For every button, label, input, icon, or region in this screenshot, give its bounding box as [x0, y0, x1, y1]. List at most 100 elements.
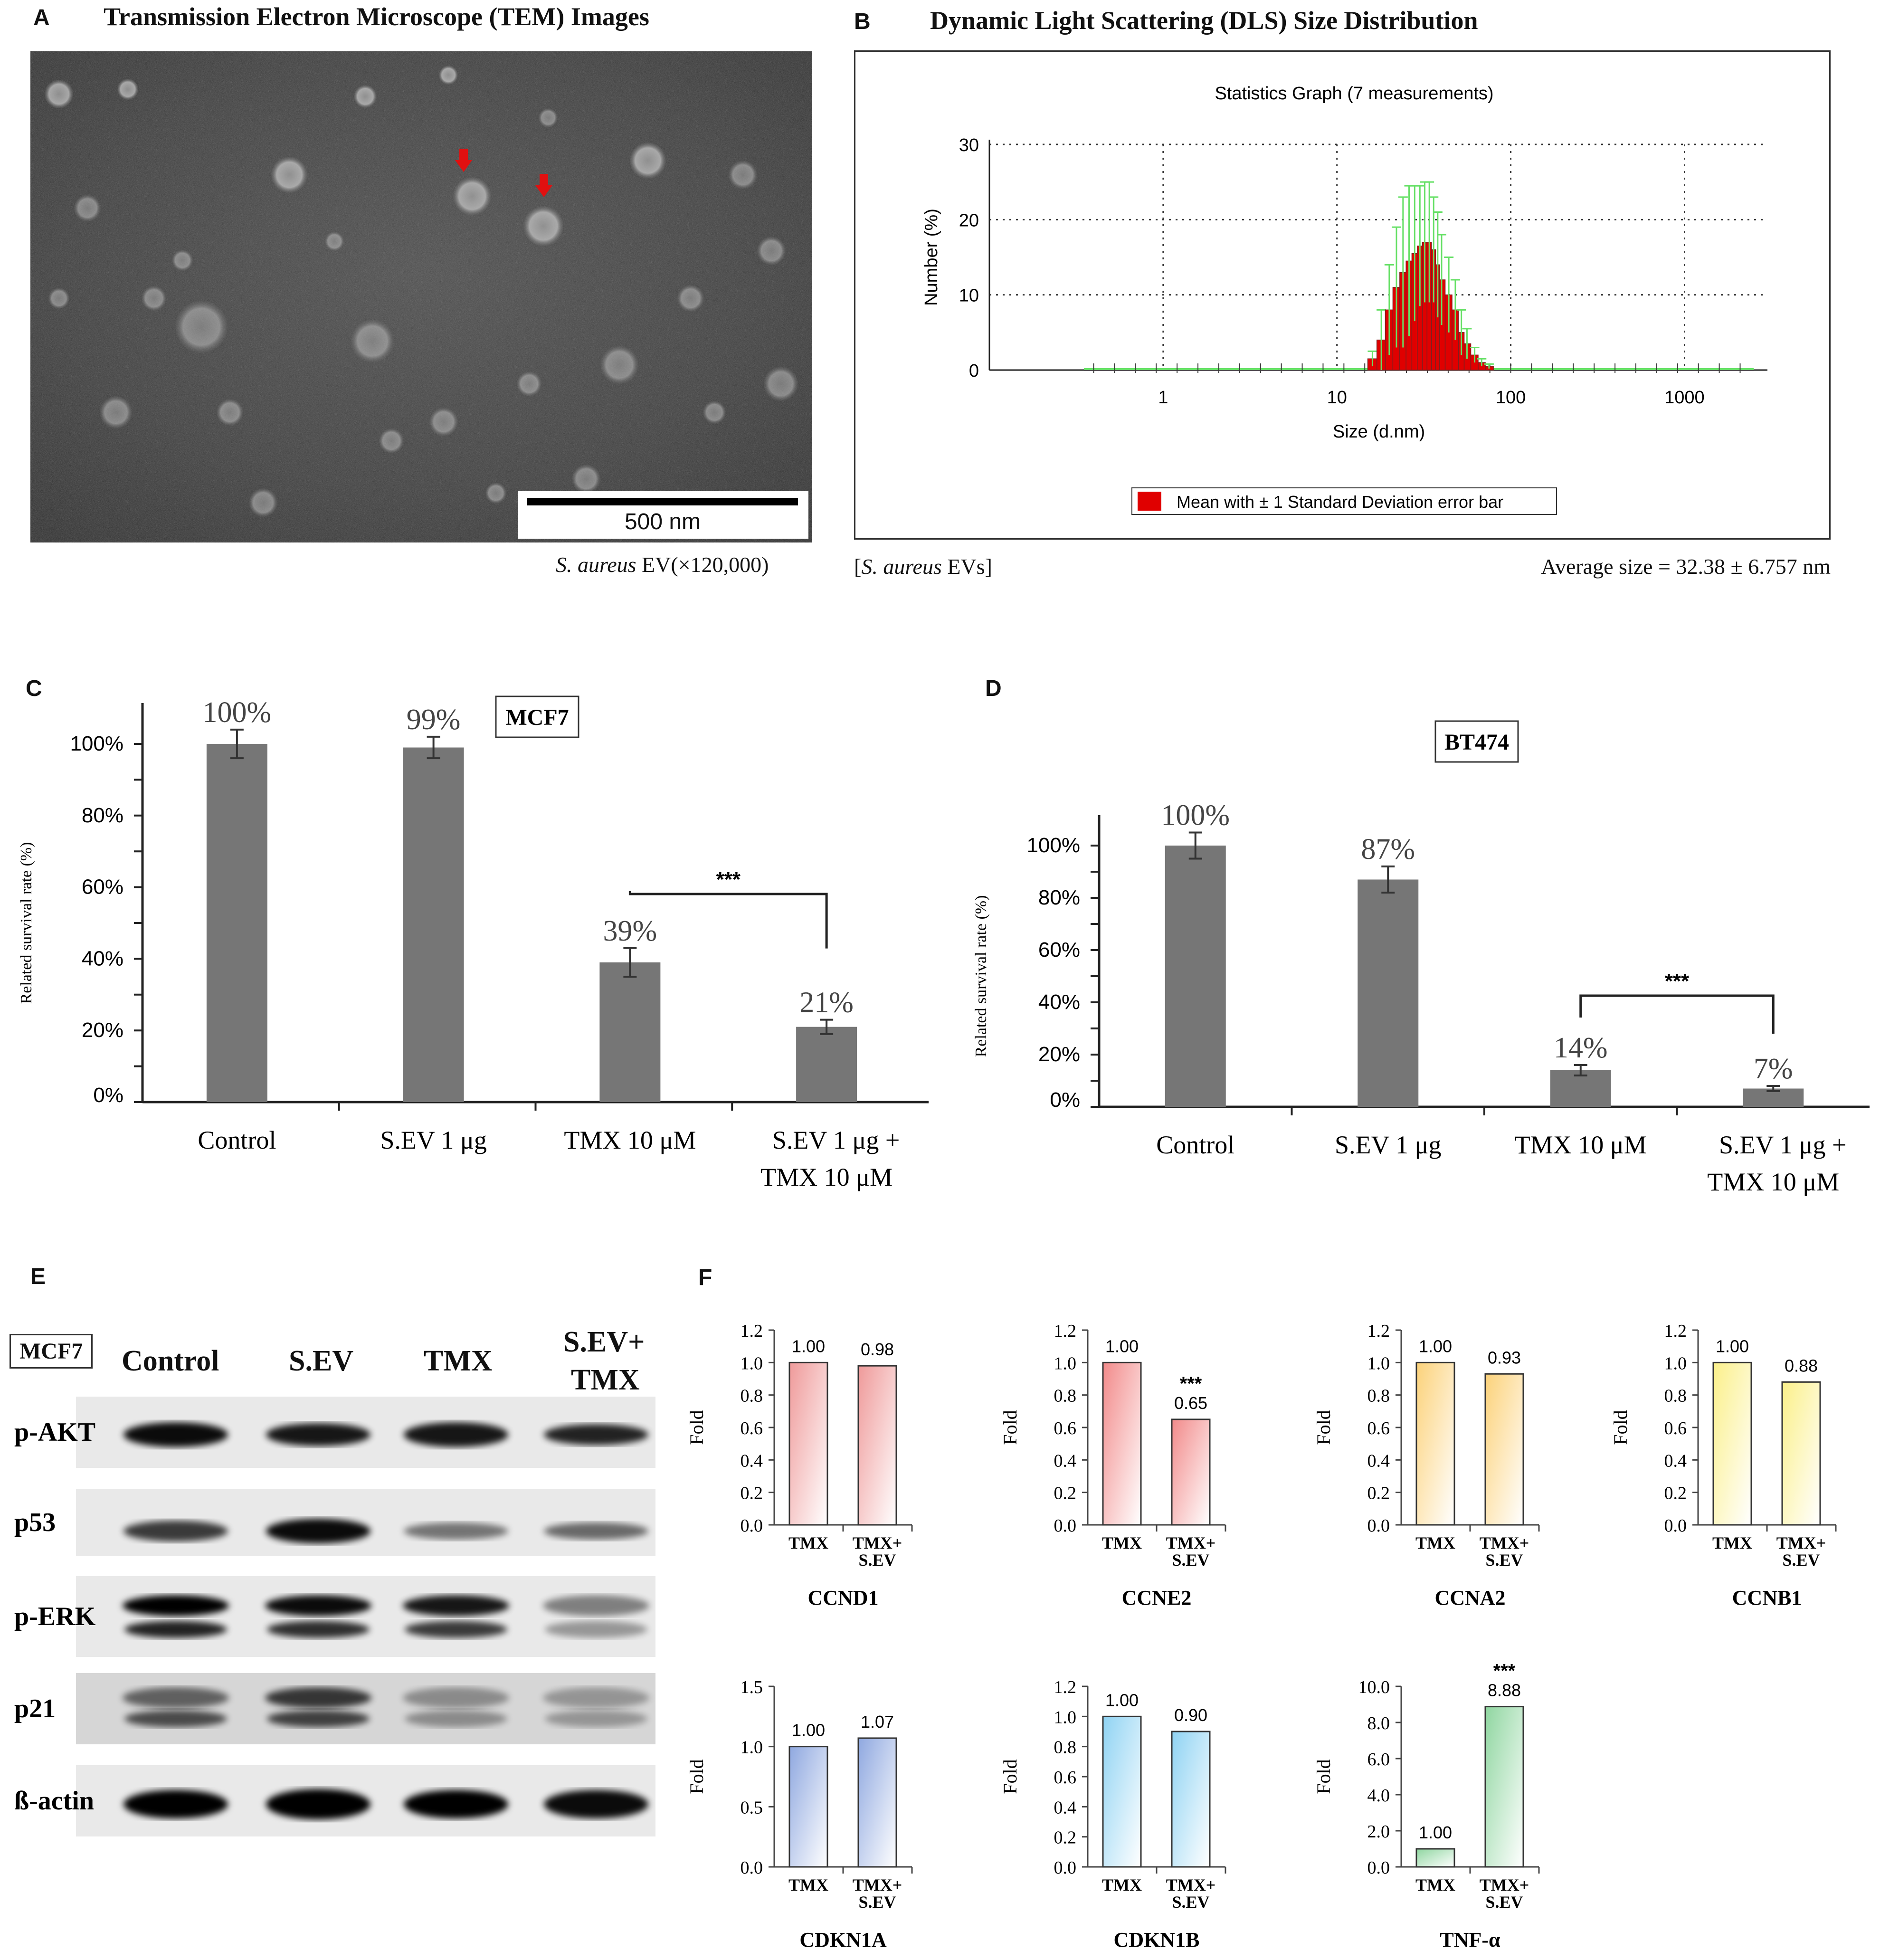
y-tick-label: 20%	[1038, 1043, 1080, 1066]
fold-chart-ccna2: 0.0 0.2 0.4 0.6 0.8 1.0 1.2 Fold 1.00 TMX 0.93 TMX+…	[1313, 1321, 1540, 1609]
vesicle	[271, 157, 307, 193]
fold-ylabel: Fold	[686, 1410, 707, 1445]
dls-title: Statistics Graph (7 measurements)	[1215, 84, 1493, 104]
y-tick-label: 6.0	[1367, 1750, 1390, 1770]
gene-title: CCNB1	[1732, 1586, 1802, 1609]
mcf7-survival-chart: MCF7 0% 20% 40% 60% 80% 100% Related survival r…	[18, 695, 929, 1191]
tem-image: 500 nm	[30, 51, 812, 542]
legend-box	[1131, 487, 1557, 515]
y-tick-label: 4.0	[1367, 1786, 1390, 1806]
protein-band	[123, 1422, 228, 1447]
cell-line-label: MCF7	[9, 1334, 93, 1369]
y-tick-label: 1.0	[741, 1738, 763, 1758]
protein-band	[544, 1424, 648, 1445]
blot-membrane	[76, 1673, 655, 1744]
y-tick-label: 0%	[1050, 1088, 1080, 1112]
vesicle	[764, 367, 798, 401]
y-tick-label: 60%	[82, 875, 123, 899]
x-tick-label: 1000	[1664, 388, 1705, 408]
y-tick-label: 1.5	[741, 1677, 763, 1697]
fold-ylabel: Fold	[686, 1759, 707, 1794]
fold-ylabel: Fold	[1610, 1410, 1631, 1445]
protein-band	[404, 1790, 508, 1818]
legend-swatch	[1138, 492, 1161, 511]
blot-strip: p53	[14, 1489, 655, 1556]
protein-band	[544, 1522, 648, 1540]
protein-band	[403, 1687, 509, 1708]
protein-band	[404, 1522, 508, 1540]
fold-data-label: 1.00	[792, 1336, 825, 1356]
y-tick-label: 0.8	[741, 1386, 763, 1406]
fold-data-label: 0.93	[1488, 1348, 1521, 1367]
fold-category-label: TMX	[1102, 1533, 1142, 1552]
survival-bar	[796, 1027, 857, 1102]
protein-band	[123, 1687, 229, 1708]
panel-letter-f: F	[698, 1265, 712, 1290]
y-tick-label: 1.2	[1054, 1677, 1077, 1697]
y-tick-label: 1.2	[1664, 1321, 1687, 1341]
y-tick-label: 0.0	[741, 1516, 763, 1536]
scale-bar: 500 nm	[518, 491, 808, 539]
y-tick-label: 0.6	[1054, 1768, 1077, 1788]
significance-bracket	[628, 891, 828, 949]
red-arrow-icon	[455, 149, 472, 172]
vesicle	[600, 346, 638, 384]
fold-bar	[1102, 1361, 1142, 1526]
vesicle	[142, 286, 166, 311]
blot-strip: ß-actin	[14, 1765, 655, 1836]
y-tick-label: 1.0	[741, 1353, 763, 1373]
y-tick-label: 10.0	[1358, 1677, 1390, 1697]
blot-col-control: Control	[122, 1345, 219, 1377]
blot-col-tmx: TMX	[424, 1345, 493, 1377]
fold-data-label: 1.00	[792, 1721, 825, 1740]
vesicle	[523, 206, 563, 246]
vesicle	[729, 161, 757, 189]
category-label: S.EV 1 μg +	[772, 1126, 900, 1154]
fold-category-label: TMX	[1712, 1533, 1752, 1552]
dls-xlabel: Size (d.nm)	[1333, 422, 1425, 442]
y-tick-label: 0.6	[1367, 1418, 1390, 1438]
x-tick-label: 1	[1158, 388, 1168, 408]
y-tick-label: 0.0	[1054, 1858, 1077, 1878]
vesicle	[325, 232, 344, 251]
vesicle	[572, 465, 600, 493]
panel-letter-e: E	[30, 1264, 46, 1289]
panel-letter-a: A	[33, 5, 50, 30]
data-label: 14%	[1554, 1032, 1608, 1064]
cell-line-label: BT474	[1444, 730, 1509, 755]
vesicle	[539, 108, 558, 127]
category-label: TMX 10 μM	[760, 1163, 893, 1191]
y-tick-label: 80%	[1038, 886, 1080, 909]
protein-band	[124, 1621, 227, 1638]
scale-bar-label: 500 nm	[625, 509, 701, 534]
cell-line-box	[1434, 720, 1519, 763]
y-tick-label: 0.0	[1664, 1516, 1687, 1536]
y-tick-label: 0.4	[1054, 1798, 1077, 1817]
fold-data-label: 0.90	[1174, 1705, 1207, 1725]
y-tick-label: 0.2	[1664, 1484, 1687, 1503]
category-label: TMX 10 μM	[1707, 1168, 1839, 1196]
fold-chart-cdkn1b: 0.0 0.2 0.4 0.6 0.8 1.0 1.2 Fold 1.00 TMX 0.90 TMX+…	[999, 1677, 1226, 1951]
y-tick-label: 80%	[82, 804, 123, 827]
y-tick-label: 1.2	[1054, 1321, 1077, 1341]
data-label: 100%	[1161, 799, 1230, 832]
fold-category-label: TMX+	[1480, 1875, 1529, 1894]
data-label: 99%	[407, 704, 461, 736]
data-label: 100%	[203, 696, 272, 729]
fold-bar	[1171, 1731, 1211, 1868]
fold-data-label: 0.88	[1785, 1356, 1818, 1375]
fold-category-label: TMX+	[853, 1533, 902, 1552]
significance-marker: ***	[1180, 1373, 1202, 1394]
gene-title: CDKN1A	[799, 1928, 887, 1951]
y-tick-label: 0.8	[1054, 1738, 1077, 1758]
y-tick-label: 0.2	[741, 1484, 763, 1503]
y-tick-label: 30	[959, 135, 979, 155]
data-label: 21%	[799, 987, 854, 1019]
fold-data-label: 1.07	[861, 1712, 894, 1732]
protein-band	[405, 1621, 507, 1638]
fold-category-label: S.EV	[858, 1551, 896, 1570]
fold-bar	[1484, 1706, 1524, 1868]
fold-bar	[788, 1746, 828, 1868]
fold-category-label: TMX+	[1480, 1533, 1529, 1552]
blot-row-label: ß-actin	[14, 1786, 94, 1816]
